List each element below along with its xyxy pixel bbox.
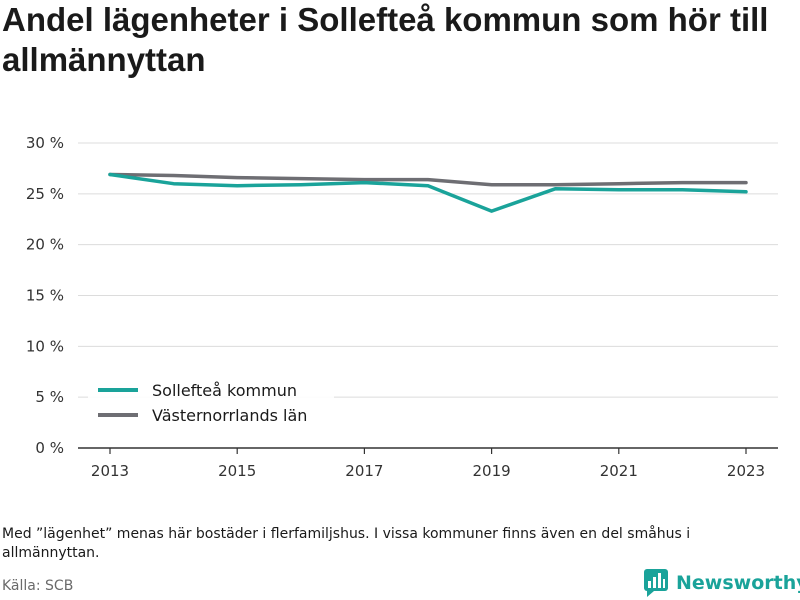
y-tick-label: 20 % [26, 236, 64, 254]
y-tick-label: 0 % [35, 439, 64, 457]
y-tick-label: 15 % [26, 287, 64, 305]
series-line [108, 172, 748, 213]
y-axis-ticks: 0 % 5 % 10 % 15 % 20 % 25 % 30 % [26, 134, 64, 457]
source-label: Källa: SCB [2, 578, 74, 594]
y-tick-label: 10 % [26, 337, 64, 355]
x-axis: 2013 2015 2017 2019 2021 2023 [78, 447, 778, 480]
x-tick-label: 2023 [727, 462, 765, 480]
legend-label: Västernorrlands län [152, 406, 307, 425]
x-tick-label: 2015 [218, 462, 256, 480]
x-tick-label: 2019 [473, 462, 511, 480]
legend-background [88, 376, 334, 434]
chart-title: Andel lägenheter i Sollefteå kommun som … [2, 1, 769, 78]
x-tick-label: 2017 [345, 462, 383, 480]
series-line [108, 172, 748, 187]
footnote: Med ”lägenhet” menas här bostäder i fler… [2, 526, 691, 561]
x-tick-label: 2013 [91, 462, 129, 480]
line-chart: 0 %5 %10 %15 %20 %25 %30 % 2013 2015 2017 2… [26, 134, 778, 480]
bar-chart-logo-icon [644, 569, 668, 597]
x-tick-label: 2021 [600, 462, 638, 480]
brand-name: Newsworthy [676, 572, 800, 594]
y-tick-label: 25 % [26, 185, 64, 203]
series-lines [108, 172, 748, 213]
legend-label: Sollefteå kommun [152, 381, 297, 400]
y-tick-label: 5 % [35, 388, 64, 406]
legend: Sollefteå kommun Västernorrlands län [88, 376, 334, 434]
brand-logo[interactable]: Newsworthy [644, 568, 800, 598]
y-tick-label: 30 % [26, 134, 64, 152]
